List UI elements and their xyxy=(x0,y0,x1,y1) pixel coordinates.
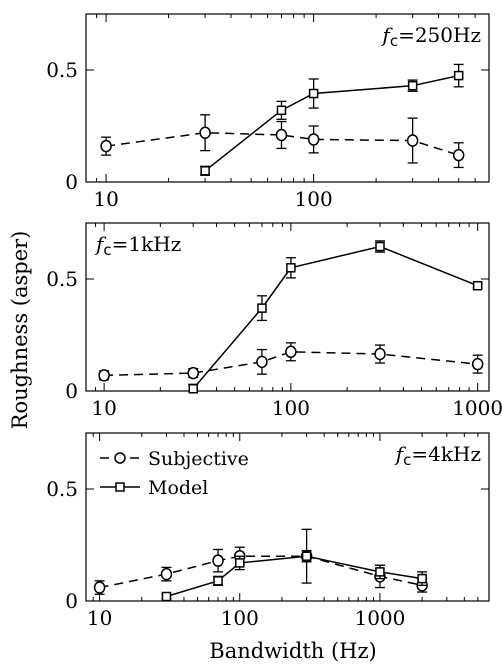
data-point-subjective xyxy=(406,134,419,147)
data-point-model xyxy=(301,551,312,561)
data-point-model xyxy=(472,280,483,291)
x-tick-label: 1000 xyxy=(452,396,502,420)
x-tick-label: 100 xyxy=(295,187,333,211)
data-point-subjective xyxy=(100,139,112,153)
series-line-model xyxy=(192,245,478,390)
y-tick-label: 0.5 xyxy=(46,477,78,501)
panel-annotation: fc=1kHz xyxy=(94,232,181,259)
data-point-model xyxy=(375,567,385,577)
data-point-model xyxy=(200,166,210,176)
legend: Subjective Model xyxy=(100,448,249,499)
data-point-subjective xyxy=(93,581,106,594)
data-point-subjective xyxy=(307,133,320,146)
data-point-subjective xyxy=(256,355,268,369)
data-point-subjective xyxy=(285,345,297,359)
legend-marker-subjective xyxy=(114,452,126,464)
legend-entry-subjective: Subjective xyxy=(100,448,249,470)
annotation-subscript: c xyxy=(390,32,398,50)
data-point-model xyxy=(417,573,427,584)
annotation-subscript: c xyxy=(403,451,411,469)
legend-label-subjective: Subjective xyxy=(148,448,249,470)
annotation-subscript: c xyxy=(103,241,111,259)
data-point-subjective xyxy=(199,126,211,139)
data-point-model xyxy=(188,384,198,394)
series-line-model xyxy=(166,555,423,598)
panel-fc-250hz: 10 100 0 0.5 fc=250Hz xyxy=(46,13,490,211)
data-point-model xyxy=(453,70,464,81)
data-point-model xyxy=(286,263,296,273)
x-tick-label: 10 xyxy=(87,606,112,630)
plot-frame xyxy=(85,13,490,183)
panel-fc-4khz: 10 100 1000 0 0.5 fc=4kHz xyxy=(46,432,490,630)
y-axis-label: Roughness (asper) xyxy=(8,231,32,430)
y-tick-label: 0.5 xyxy=(46,58,78,82)
data-point-model xyxy=(235,558,245,568)
annotation-value: =4kHz xyxy=(411,442,481,466)
data-point-subjective xyxy=(160,567,173,581)
data-point-subjective xyxy=(187,366,199,380)
x-tick-label: 100 xyxy=(221,606,259,630)
data-point-subjective xyxy=(374,347,386,361)
data-point-model xyxy=(375,241,385,252)
x-tick-label: 10 xyxy=(93,187,118,211)
y-tick-label: 0 xyxy=(65,170,78,194)
annotation-value: =1kHz xyxy=(112,232,182,256)
y-tick-label: 0.5 xyxy=(46,267,78,291)
annotation-value: =250Hz xyxy=(398,23,481,47)
y-tick-label: 0 xyxy=(65,379,78,403)
legend-marker-model xyxy=(115,482,125,492)
data-point-model xyxy=(257,303,267,313)
data-point-subjective xyxy=(471,357,484,371)
data-point-subjective xyxy=(212,554,224,567)
data-point-subjective xyxy=(452,148,465,162)
y-tick-label: 0 xyxy=(65,589,78,613)
panel-annotation: fc=4kHz xyxy=(394,442,481,469)
x-tick-label: 10 xyxy=(91,396,116,420)
data-point-subjective xyxy=(98,369,110,382)
legend-entry-model: Model xyxy=(100,477,208,499)
legend-label-model: Model xyxy=(148,477,208,499)
panel-fc-1khz: 10 100 1000 0 0.5 fc=1kHz xyxy=(46,222,502,420)
data-point-model xyxy=(213,576,223,586)
data-point-model xyxy=(407,80,418,91)
series-line-model xyxy=(204,74,459,172)
x-tick-label: 1000 xyxy=(354,606,405,630)
x-axis-label: Bandwidth (Hz) xyxy=(209,639,376,663)
data-point-model xyxy=(276,105,287,116)
plot-frame xyxy=(85,222,490,392)
data-point-model xyxy=(308,88,319,99)
data-point-subjective xyxy=(275,128,288,142)
plot-frame xyxy=(85,432,490,602)
series-line-subjective xyxy=(106,131,459,156)
panel-annotation: fc=250Hz xyxy=(380,23,481,50)
x-tick-label: 100 xyxy=(272,396,310,420)
data-point-model xyxy=(161,591,172,602)
